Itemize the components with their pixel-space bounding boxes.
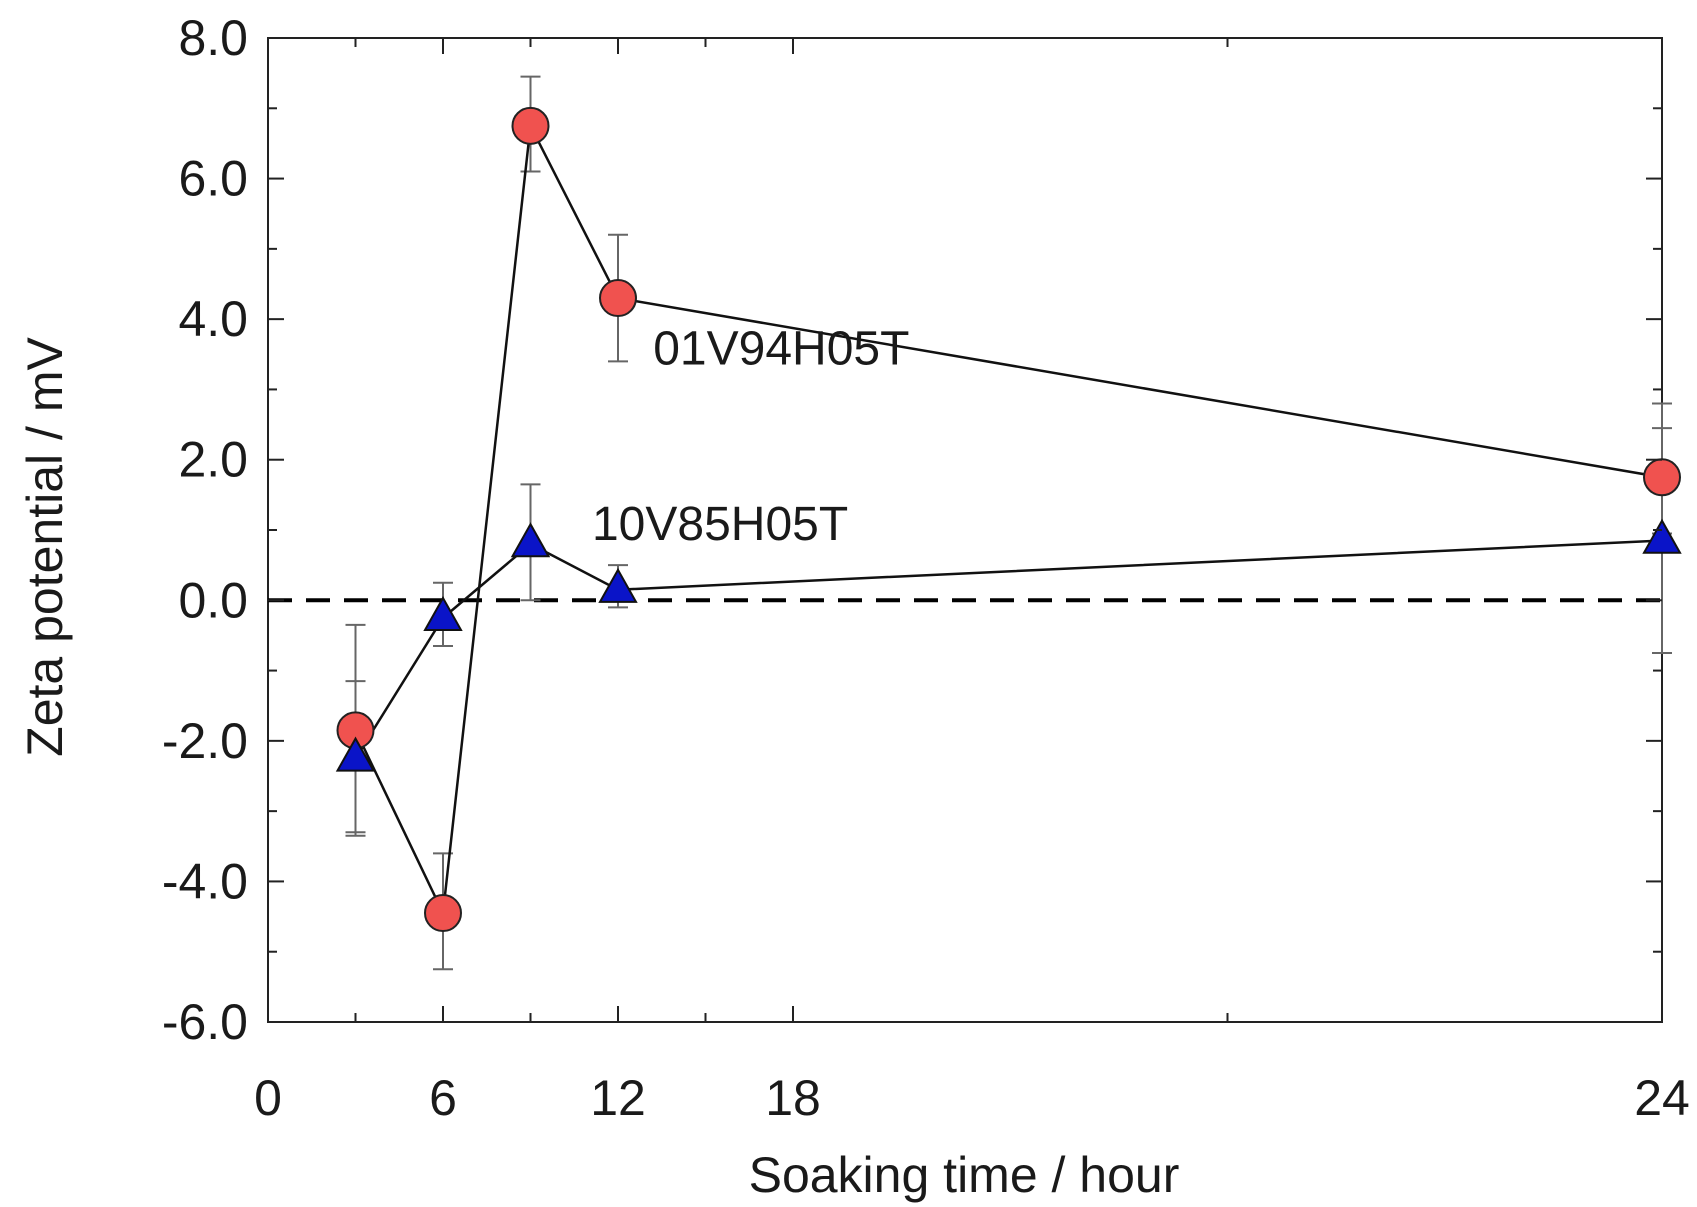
y-tick-label: 4.0 xyxy=(178,291,248,347)
x-tick-label: 0 xyxy=(254,1070,282,1126)
series-lines xyxy=(354,121,1663,918)
y-tick-label: -6.0 xyxy=(162,994,248,1050)
errorbar-layer xyxy=(345,75,1672,971)
y-tick-label: 0.0 xyxy=(178,572,248,628)
series-annotation-01v94h05t: 01V94H05T xyxy=(653,322,909,375)
y-tick-label: -4.0 xyxy=(162,853,248,909)
y-tick-label: -2.0 xyxy=(162,713,248,769)
data-point-01v94h05t xyxy=(511,106,550,145)
series-line-01v94h05t xyxy=(354,121,1663,918)
x-tick-label: 24 xyxy=(1634,1070,1690,1126)
x-axis-ticks: 0 6 12 18 24 xyxy=(254,38,1690,1126)
data-point-10v85h05t xyxy=(335,736,376,772)
series-annotation-10v85h05t: 10V85H05T xyxy=(592,498,848,551)
series-markers xyxy=(335,106,1682,933)
data-point-10v85h05t xyxy=(423,595,463,632)
y-axis-ticks: -6.0 -4.0 -2.0 0.0 2.0 4.0 6.0 8.0 xyxy=(162,10,1662,1050)
data-point-10v85h05t xyxy=(598,567,638,603)
x-tick-label: 18 xyxy=(765,1070,821,1126)
plot-border xyxy=(267,37,1663,1023)
x-axis-title: Soaking time / hour xyxy=(749,1147,1180,1203)
data-point-01v94h05t xyxy=(599,279,637,318)
y-tick-label: 6.0 xyxy=(178,151,248,207)
data-point-10v85h05t xyxy=(510,522,551,558)
data-point-01v94h05t xyxy=(424,894,462,933)
x-tick-label: 12 xyxy=(590,1070,646,1126)
y-axis-title: Zeta potential / mV xyxy=(17,337,73,757)
y-tick-label: 2.0 xyxy=(178,432,248,488)
plot-frame xyxy=(267,37,1663,1023)
data-point-10v85h05t xyxy=(1642,518,1682,554)
series-line-10v85h05t xyxy=(354,539,1663,760)
data-point-01v94h05t xyxy=(1643,458,1681,497)
y-tick-label: 8.0 xyxy=(178,10,248,66)
x-tick-label: 6 xyxy=(429,1070,457,1126)
